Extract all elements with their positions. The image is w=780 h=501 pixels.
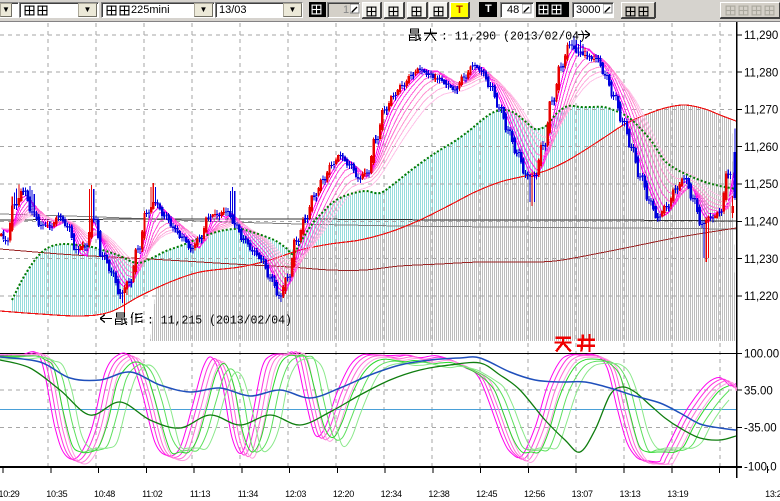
svg-text:11:34: 11:34 — [238, 489, 259, 499]
svg-text:: 11,290 (2013/02/04): : 11,290 (2013/02/04) — [441, 31, 586, 44]
svg-text:11,250: 11,250 — [744, 179, 778, 191]
svg-text:11,260: 11,260 — [744, 142, 778, 154]
svg-text:-100.0: -100.0 — [744, 462, 777, 474]
svg-text:35.00: 35.00 — [744, 385, 773, 397]
svg-text:11:02: 11:02 — [142, 489, 163, 499]
svg-text:10:29: 10:29 — [0, 489, 20, 499]
svg-text:12:34: 12:34 — [381, 489, 402, 499]
svg-text:11,240: 11,240 — [744, 217, 778, 229]
svg-text:12:20: 12:20 — [333, 489, 354, 499]
svg-text:13:19: 13:19 — [667, 489, 688, 499]
svg-text:11,290: 11,290 — [744, 30, 778, 42]
svg-text:12:45: 12:45 — [476, 489, 497, 499]
svg-text:11,280: 11,280 — [744, 67, 778, 79]
svg-text:11,230: 11,230 — [744, 254, 778, 266]
svg-text:10:35: 10:35 — [46, 489, 67, 499]
svg-text:11,220: 11,220 — [744, 291, 778, 303]
svg-text:: 11,215 (2013/02/04): : 11,215 (2013/02/04) — [147, 315, 292, 328]
svg-text:13:13: 13:13 — [619, 489, 640, 499]
svg-text:12:03: 12:03 — [285, 489, 306, 499]
svg-text:13:2: 13:2 — [765, 489, 780, 499]
svg-text:10:48: 10:48 — [94, 489, 115, 499]
svg-text:12:38: 12:38 — [428, 489, 449, 499]
svg-text:11,270: 11,270 — [744, 105, 778, 117]
svg-text:11:13: 11:13 — [190, 489, 211, 499]
svg-text:12:56: 12:56 — [524, 489, 545, 499]
svg-text:-35.00: -35.00 — [744, 423, 777, 435]
svg-text:100.00: 100.00 — [744, 349, 779, 361]
svg-text:13:07: 13:07 — [572, 489, 593, 499]
